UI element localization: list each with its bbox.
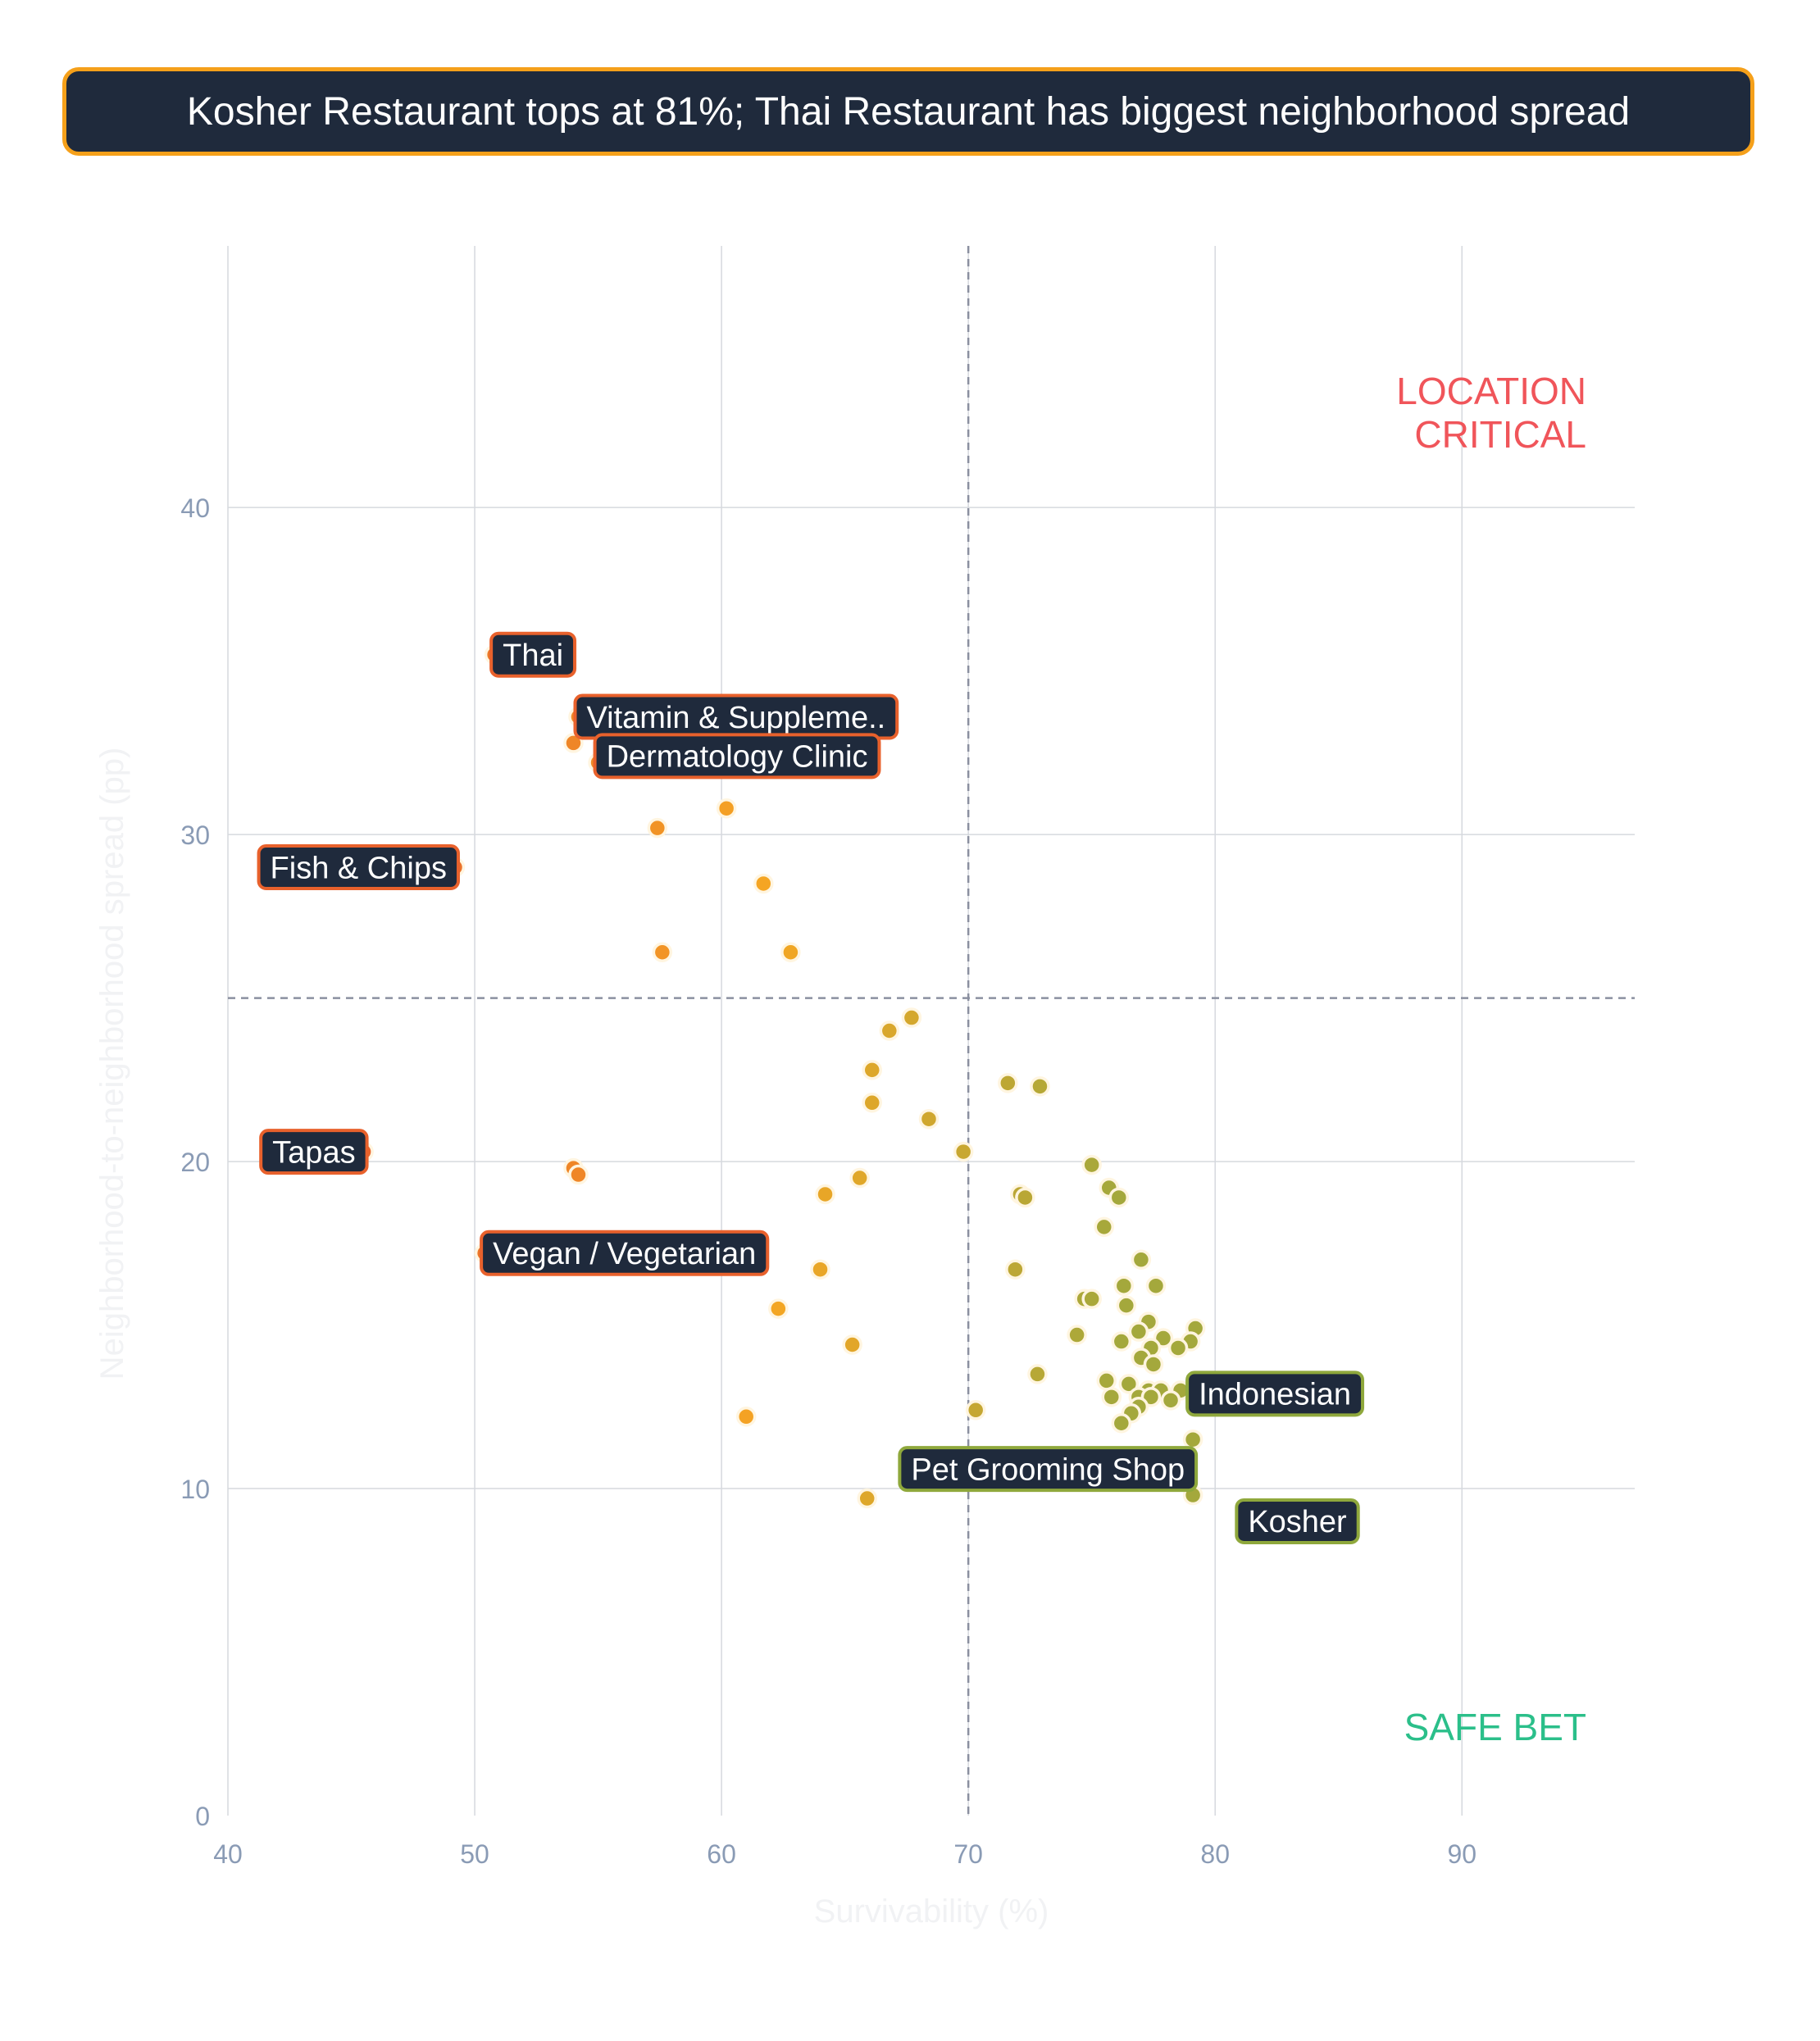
grid — [227, 246, 1635, 1816]
point-label: Vegan / Vegetarian — [480, 1230, 770, 1276]
point-label-text: Vitamin & Suppleme.. — [586, 701, 885, 735]
y-tick-label: 30 — [180, 820, 210, 850]
point-labels: Thai Vitamin & Suppleme.. Dermatology Clin… — [257, 631, 1365, 1544]
data-point — [918, 1108, 940, 1130]
point-label-text: Fish & Chips — [271, 851, 447, 885]
data-point — [1182, 1429, 1203, 1450]
quadrant-label-location-critical: LOCATION — [1396, 370, 1586, 412]
data-point — [1111, 1331, 1132, 1352]
data-point — [1111, 1413, 1132, 1434]
data-point — [1160, 1390, 1181, 1411]
quadrant-label-location-critical: CRITICAL — [1414, 413, 1586, 456]
point-label-text: Indonesian — [1199, 1378, 1351, 1412]
data-point — [849, 1167, 870, 1189]
point-label: Kosher — [1235, 1498, 1360, 1544]
data-point — [1143, 1354, 1164, 1375]
data-point — [1067, 1325, 1087, 1345]
data-point — [879, 1020, 900, 1041]
point-label-text: Pet Grooming Shop — [911, 1452, 1185, 1487]
y-axis-title: Neighborhood-to-neighborhood spread (pp) — [94, 748, 130, 1380]
data-point — [998, 1073, 1018, 1093]
point-label-text: Tapas — [272, 1135, 355, 1170]
data-point — [780, 942, 801, 962]
data-point — [563, 733, 584, 753]
axis-ticks: 40 50 60 70 80 90 0 10 20 30 40 — [180, 493, 1476, 1869]
data-point — [1015, 1187, 1035, 1208]
data-point — [1116, 1295, 1137, 1316]
axis-titles: Survivability (%) Neighborhood-to-neighbo… — [94, 748, 1049, 1930]
x-tick-label: 50 — [460, 1839, 489, 1869]
data-point — [768, 1298, 789, 1319]
point-label-text: Kosher — [1248, 1505, 1347, 1539]
x-axis-title: Survivability (%) — [814, 1893, 1049, 1930]
point-label-box — [593, 733, 881, 780]
point-label-text: Vegan / Vegetarian — [493, 1237, 756, 1271]
data-point — [1145, 1275, 1167, 1296]
data-point — [1094, 1216, 1114, 1238]
data-point — [1131, 1249, 1152, 1271]
data-point — [753, 873, 774, 894]
data-point — [1005, 1259, 1026, 1280]
data-point — [815, 1184, 835, 1205]
point-label: Tapas — [259, 1129, 369, 1175]
data-point — [862, 1060, 882, 1080]
point-label-text: Thai — [503, 639, 563, 673]
data-point — [857, 1488, 877, 1509]
data-point — [1096, 1371, 1117, 1391]
data-point — [735, 1407, 757, 1427]
point-label-box — [898, 1446, 1199, 1493]
data-point — [647, 817, 668, 839]
point-label: Thai — [489, 631, 577, 678]
y-tick-label: 0 — [195, 1802, 210, 1831]
data-point — [568, 1164, 589, 1185]
x-tick-label: 60 — [707, 1839, 736, 1869]
data-point — [842, 1334, 862, 1355]
data-point — [1118, 1374, 1140, 1394]
x-tick-label: 40 — [213, 1839, 243, 1869]
x-tick-label: 90 — [1447, 1839, 1476, 1869]
point-label-box — [1235, 1498, 1360, 1544]
point-label-box — [480, 1230, 770, 1276]
data-point — [1167, 1338, 1189, 1358]
data-point — [1030, 1076, 1050, 1097]
y-tick-label: 20 — [180, 1148, 210, 1177]
x-tick-label: 70 — [953, 1839, 983, 1869]
data-point — [1081, 1289, 1102, 1309]
data-point — [810, 1259, 830, 1280]
point-label-box — [489, 631, 577, 678]
point-label-box — [259, 1129, 369, 1175]
data-point — [953, 1141, 974, 1162]
quadrant-label-safe-bet: SAFE BET — [1404, 1706, 1586, 1748]
point-label: Pet Grooming Shop — [898, 1446, 1199, 1493]
point-label-text: Dermatology Clinic — [607, 740, 868, 775]
point-label: Fish & Chips — [257, 844, 460, 891]
data-point — [1081, 1154, 1102, 1175]
chart-title-box: Kosher Restaurant tops at 81%; Thai Rest… — [62, 67, 1754, 156]
reference-lines — [228, 246, 1635, 1816]
data-point — [1113, 1275, 1135, 1296]
data-point — [716, 798, 737, 819]
point-label-box — [1185, 1371, 1365, 1417]
data-point — [652, 942, 673, 962]
data-point — [1128, 1321, 1149, 1342]
y-tick-label: 10 — [180, 1475, 210, 1504]
data-point — [1108, 1187, 1130, 1208]
data-point — [1101, 1387, 1122, 1407]
y-tick-label: 40 — [180, 493, 210, 523]
chart-title: Kosher Restaurant tops at 81%; Thai Rest… — [186, 89, 1631, 134]
point-label: Vitamin & Suppleme.. — [573, 693, 899, 740]
data-point — [901, 1007, 922, 1028]
data-point — [1027, 1364, 1048, 1384]
point-label: Dermatology Clinic — [593, 733, 881, 780]
x-tick-label: 80 — [1200, 1839, 1230, 1869]
point-label: Indonesian — [1185, 1371, 1365, 1417]
data-point — [862, 1093, 882, 1113]
data-point — [965, 1400, 986, 1421]
point-label-box — [257, 844, 460, 891]
